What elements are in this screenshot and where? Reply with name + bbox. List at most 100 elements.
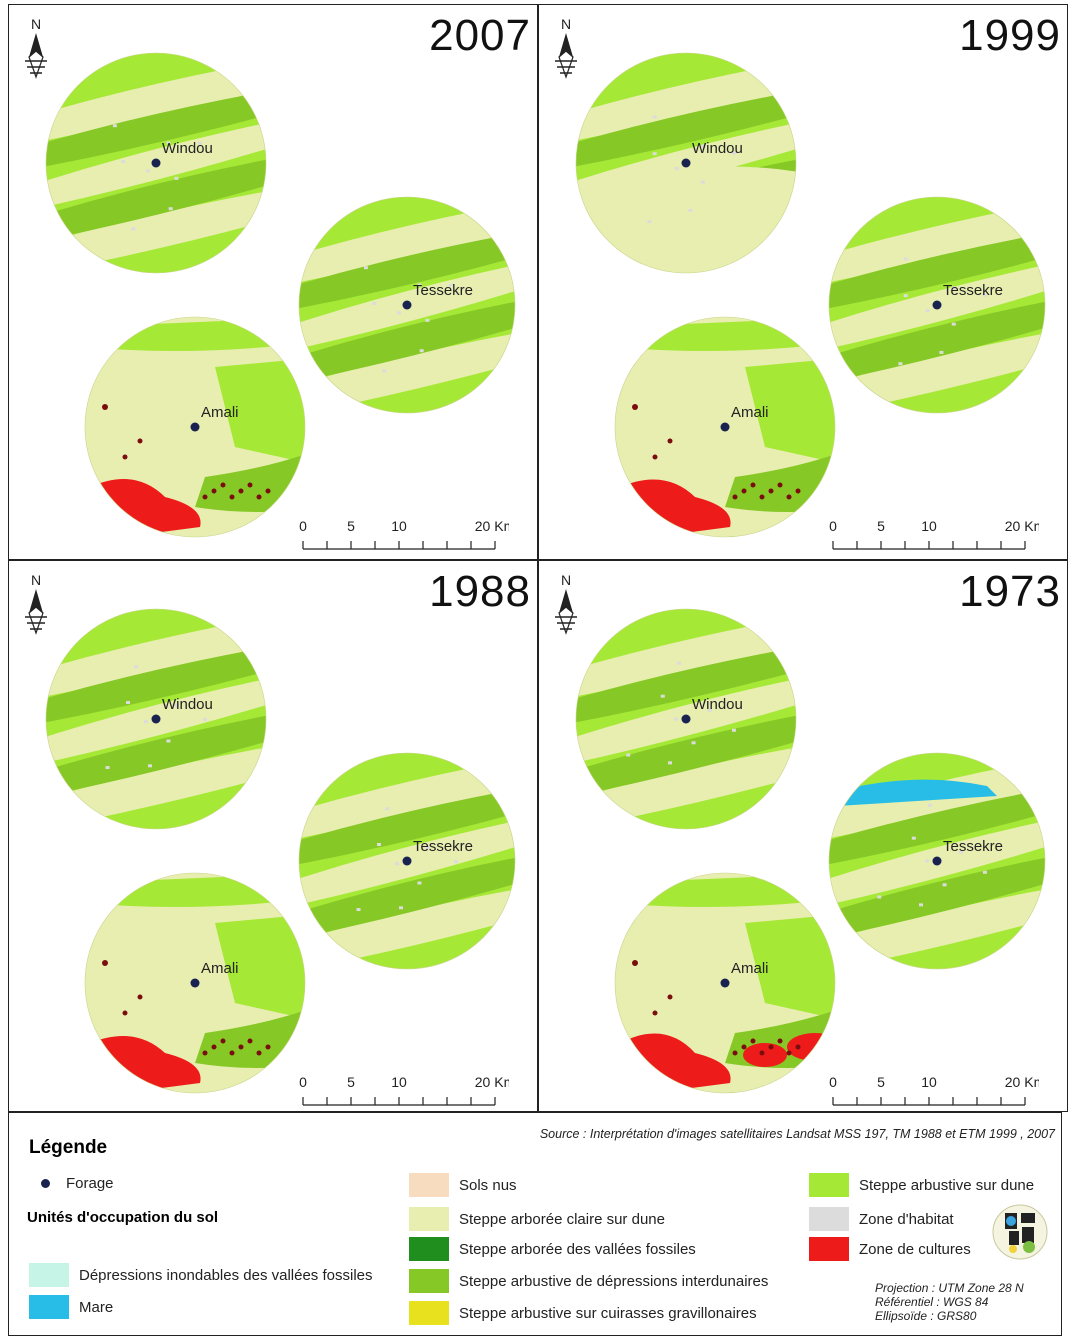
- vegetation-band: [46, 156, 266, 244]
- legend-label: Steppe arbustive sur cuirasses gravillon…: [459, 1304, 757, 1322]
- vegetation-band: [576, 58, 796, 144]
- projection-info: Projection : UTM Zone 28 N Référentiel :…: [875, 1281, 1024, 1323]
- zone-tessekre: [829, 753, 1045, 969]
- north-letter: N: [561, 16, 571, 32]
- village-label-windou: Windou: [162, 140, 213, 157]
- swatch-depressions: [29, 1263, 69, 1287]
- referentiel-line: Référentiel : WGS 84: [875, 1295, 989, 1309]
- svg-text:20 Km: 20 Km: [475, 1074, 509, 1090]
- legend-label: Dépressions inondables des vallées fossi…: [79, 1266, 373, 1284]
- map-panel-1999: Windou Tessekre Amali 1999 N 0 5 10 20 Km: [538, 4, 1068, 560]
- vegetation-band: [46, 712, 266, 800]
- map-panel-1973: Windou Tessekre Amali 1973 N 0 5 10 20 Km: [538, 560, 1068, 1112]
- svg-text:20 Km: 20 Km: [475, 518, 509, 534]
- legend-title: Légende: [29, 1137, 108, 1158]
- legend-source: Source : Interprétation d'images satelli…: [539, 1127, 1055, 1141]
- swatch-steppe-arboree-vallees: [409, 1237, 449, 1261]
- svg-text:0: 0: [829, 518, 837, 534]
- village-label-amali: Amali: [731, 960, 769, 977]
- north-arrow-icon: N: [551, 571, 581, 642]
- north-letter: N: [561, 572, 571, 588]
- vegetation-band: [46, 614, 266, 700]
- legend-item-zone-habitat: Zone d'habitat: [809, 1207, 954, 1231]
- vegetation-band: [576, 712, 796, 800]
- svg-text:10: 10: [921, 1074, 937, 1090]
- vegetation-band: [46, 58, 266, 144]
- map-panel-2007: Windou Tessekre Amali 2007 N 0 5 10 20 Km: [8, 4, 538, 560]
- svg-text:5: 5: [347, 518, 355, 534]
- legend-label: Steppe arborée des vallées fossiles: [459, 1240, 696, 1258]
- north-letter: N: [31, 572, 41, 588]
- vegetation-band: [299, 298, 515, 386]
- forage-dot: [151, 158, 161, 168]
- village-label-amali: Amali: [201, 404, 239, 421]
- legend-item-steppe-arboree-vallees: Steppe arborée des vallées fossiles: [409, 1237, 696, 1261]
- swatch-zone-habitat: [809, 1207, 849, 1231]
- year-label: 2007: [429, 11, 531, 60]
- legend-item-zone-cultures: Zone de cultures: [809, 1237, 971, 1261]
- scale-bar: 0 5 10 20 Km: [829, 511, 1045, 559]
- vegetation-band: [299, 786, 515, 868]
- svg-text:5: 5: [877, 1074, 885, 1090]
- vegetation-band: [46, 88, 266, 170]
- legend-item-steppe-arbustive-cuirasses: Steppe arbustive sur cuirasses gravillon…: [409, 1301, 757, 1325]
- forage-icon: [41, 1179, 50, 1188]
- north-letter: N: [31, 16, 41, 32]
- legend-item-steppe-arboree-claire: Steppe arborée claire sur dune: [409, 1207, 665, 1231]
- forage-dot: [720, 978, 730, 988]
- svg-text:20 Km: 20 Km: [1005, 518, 1039, 534]
- legend-item-mare: Mare: [29, 1295, 113, 1319]
- map-canvas: Windou Tessekre Amali: [575, 608, 1046, 1094]
- village-label-windou: Windou: [162, 696, 213, 713]
- forage-dot: [681, 158, 691, 168]
- swatch-zone-cultures: [809, 1237, 849, 1261]
- year-label: 1973: [959, 567, 1061, 616]
- vegetation-band: [829, 230, 1045, 312]
- forage-dot: [151, 714, 161, 724]
- scale-bar: 0 5 10 20 Km: [299, 1067, 515, 1111]
- swatch-mare: [29, 1295, 69, 1319]
- scale-bar: 0 5 10 20 Km: [829, 1067, 1045, 1111]
- vegetation-band: [299, 756, 515, 842]
- legend-label: Steppe arborée claire sur dune: [459, 1210, 665, 1228]
- legend-units-title: Unités d'occupation du sol: [27, 1209, 219, 1226]
- map-canvas: Windou Tessekre Amali: [45, 52, 516, 538]
- legend-item-sols-nus: Sols nus: [409, 1173, 517, 1197]
- forage-dot: [190, 422, 200, 432]
- zone-windou: [576, 53, 796, 273]
- swatch-steppe-arbustive-cuirasses: [409, 1301, 449, 1325]
- swatch-steppe-arbustive-depressions: [409, 1269, 449, 1293]
- swatch-sols-nus: [409, 1173, 449, 1197]
- svg-text:0: 0: [829, 1074, 837, 1090]
- legend-label: Zone d'habitat: [859, 1210, 954, 1228]
- north-arrow-icon: N: [21, 571, 51, 642]
- legend-label: Mare: [79, 1298, 114, 1316]
- legend-label: Steppe arbustive de dépressions interdun…: [459, 1272, 769, 1290]
- vegetation-band: [299, 854, 515, 942]
- svg-text:10: 10: [921, 518, 937, 534]
- swatch-steppe-arboree-claire: [409, 1207, 449, 1231]
- year-label: 1999: [959, 11, 1061, 60]
- svg-text:0: 0: [299, 518, 307, 534]
- vegetation-band: [576, 644, 796, 726]
- forage-dot: [402, 856, 412, 866]
- year-label: 1988: [429, 567, 531, 616]
- north-arrow-icon: N: [21, 15, 51, 86]
- legend-forage: Forage: [27, 1175, 114, 1192]
- village-label-windou: Windou: [692, 696, 743, 713]
- village-label-amali: Amali: [201, 960, 239, 977]
- institution-logo: [989, 1201, 1051, 1268]
- forage-dot: [720, 422, 730, 432]
- village-label-tessekre: Tessekre: [943, 838, 1003, 855]
- map-panel-1988: Windou Tessekre Amali 1988 N 0 5 10 20 Km: [8, 560, 538, 1112]
- forage-dot: [402, 300, 412, 310]
- map-canvas: Windou Tessekre Amali: [575, 52, 1046, 538]
- svg-text:5: 5: [877, 518, 885, 534]
- village-label-tessekre: Tessekre: [413, 282, 473, 299]
- vegetation-band: [299, 200, 515, 286]
- svg-text:10: 10: [391, 518, 407, 534]
- village-label-windou: Windou: [692, 140, 743, 157]
- vegetation-band: [829, 298, 1045, 386]
- ellipsoide-line: Ellipsoïde : GRS80: [875, 1309, 977, 1323]
- legend-label: Steppe arbustive sur dune: [859, 1176, 1035, 1194]
